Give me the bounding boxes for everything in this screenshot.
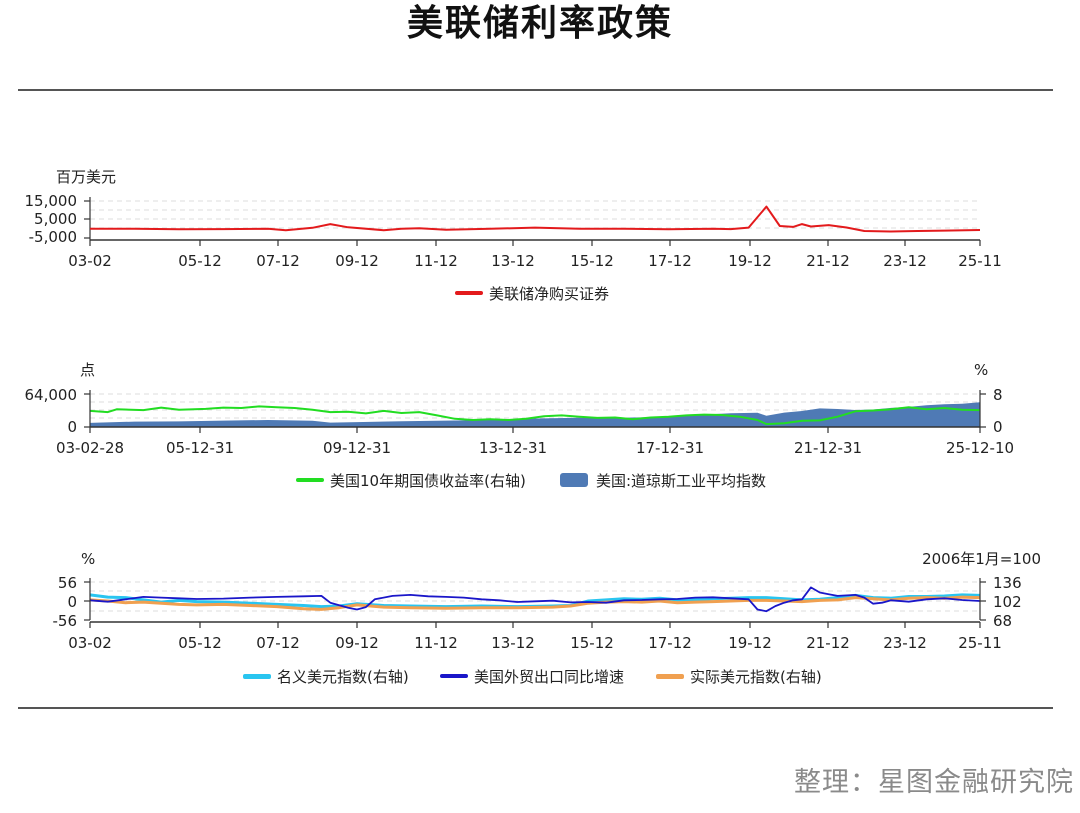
- c2-y-unit-right: %: [974, 361, 988, 379]
- c3-legend-swatch-nominal: [243, 674, 271, 679]
- c3-ytick-left: -56: [53, 612, 78, 630]
- c3-ytick-left: 0: [67, 593, 77, 611]
- c2-x-tick-label: 13-12-31: [479, 439, 547, 457]
- top-divider: [18, 89, 1053, 91]
- c1-ytick: 5,000: [34, 210, 77, 228]
- c3-x-tick-label: 13-12: [491, 634, 535, 652]
- c2-ytick-left: 64,000: [25, 386, 78, 404]
- c1-ytick: -5,000: [29, 228, 77, 246]
- c3-x-tick-label: 19-12: [728, 634, 772, 652]
- c2-x-tick-label: 17-12-31: [636, 439, 704, 457]
- c1-legend-swatch: [455, 291, 483, 295]
- c1-x-tick-label: 17-12: [648, 252, 692, 270]
- c2-y-unit-left: 点: [80, 361, 95, 379]
- c3-x-tick-label: 05-12: [178, 634, 222, 652]
- c3-x-tick-label: 25-11: [958, 634, 1002, 652]
- c3-legend-label-nominal: 名义美元指数(右轴): [277, 668, 409, 686]
- chart-fed-net-purchases: 百万美元 15,000 5,000 -5,000 美联储净购买证券 03-02 0…: [25, 168, 1002, 303]
- c2-ytick-left: 0: [67, 418, 77, 436]
- c3-x-tick-label: 21-12: [806, 634, 850, 652]
- c2-legend-swatch-yield: [296, 478, 324, 482]
- c1-x-tick-label: 11-12: [414, 252, 458, 270]
- c1-x-tick-label: 23-12: [883, 252, 927, 270]
- c3-legend: 名义美元指数(右轴) 美国外贸出口同比增速 实际美元指数(右轴): [243, 668, 822, 686]
- c3-x-tick-label: 07-12: [256, 634, 300, 652]
- c1-ytick: 15,000: [25, 192, 78, 210]
- c1-x-tick-label: 09-12: [335, 252, 379, 270]
- c2-ytick-right: 8: [993, 386, 1003, 404]
- c2-legend-swatch-dow: [560, 473, 588, 487]
- c2-x-tick-label: 21-12-31: [794, 439, 862, 457]
- c3-legend-label-real: 实际美元指数(右轴): [690, 668, 822, 686]
- bottom-divider: [18, 707, 1053, 709]
- c1-x-tick-label: 13-12: [491, 252, 535, 270]
- c1-series-line-fed: [90, 205, 981, 233]
- c1-x-tick-label: 21-12: [806, 252, 850, 270]
- page-title: 美联储利率政策: [406, 3, 673, 44]
- c3-x-tick-label: 03-02: [68, 634, 112, 652]
- c2-series-line-yield: [89, 405, 981, 426]
- c3-legend-swatch-exports: [440, 674, 468, 678]
- c2-ytick-right: 0: [993, 418, 1003, 436]
- c3-x-tick-label: 09-12: [335, 634, 379, 652]
- c1-x-tick-label: 05-12: [178, 252, 222, 270]
- c3-x-tick-label: 23-12: [883, 634, 927, 652]
- c3-y-unit-left: %: [81, 550, 95, 568]
- c1-y-unit: 百万美元: [56, 168, 116, 186]
- c2-legend-label-yield: 美国10年期国债收益率(右轴): [330, 472, 526, 490]
- c2-legend: 美国10年期国债收益率(右轴) 美国:道琼斯工业平均指数: [296, 472, 766, 490]
- c3-legend-swatch-real: [656, 674, 684, 679]
- c3-y-unit-right: 2006年1月=100: [922, 550, 1041, 568]
- c1-legend-label: 美联储净购买证券: [489, 285, 609, 303]
- c3-x-tick-label: 15-12: [570, 634, 614, 652]
- c3-x-tick-label: 17-12: [648, 634, 692, 652]
- c2-x-tick-label: 05-12-31: [166, 439, 234, 457]
- c3-ytick-right: 136: [993, 574, 1022, 592]
- c2-x-tick-label: 09-12-31: [323, 439, 391, 457]
- c1-x-tick-label: 19-12: [728, 252, 772, 270]
- c1-legend: 美联储净购买证券: [455, 285, 609, 303]
- c3-ytick-right: 68: [993, 612, 1012, 630]
- c2-legend-label-dow: 美国:道琼斯工业平均指数: [596, 472, 766, 490]
- chart-dollar-exports: % 2006年1月=100 56 0 -56 136 102 68 名义美元指数…: [53, 550, 1042, 686]
- c3-ytick-left: 56: [58, 574, 77, 592]
- c1-x-tick-label: 15-12: [570, 252, 614, 270]
- c3-legend-label-exports: 美国外贸出口同比增速: [474, 668, 624, 686]
- c2-x-tick-label: 25-12-10: [946, 439, 1014, 457]
- c3-series-line-exports: [89, 586, 981, 613]
- c3-ytick-right: 102: [993, 593, 1022, 611]
- c1-x-tick-label: 25-11: [958, 252, 1002, 270]
- source-footer: 整理：星图金融研究院: [794, 767, 1074, 798]
- c3-x-tick-label: 11-12: [414, 634, 458, 652]
- c1-x-tick-label: 03-02: [68, 252, 112, 270]
- chart-treasury-dow: 点 % 64,000 0 8 0 美国10年期国债收益率(右轴) 美国:道琼斯工…: [25, 361, 1015, 490]
- c1-x-tick-label: 07-12: [256, 252, 300, 270]
- c2-x-tick-label: 03-02-28: [56, 439, 124, 457]
